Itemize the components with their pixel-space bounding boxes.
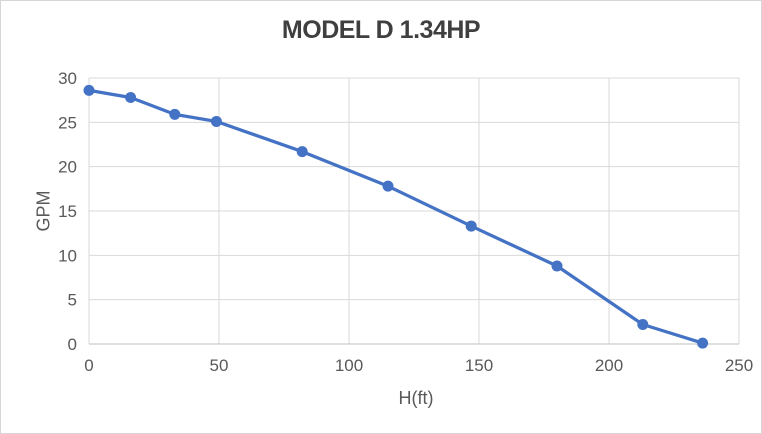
chart-title: MODEL D 1.34HP	[281, 16, 481, 44]
data-point-marker	[697, 337, 709, 349]
y-tick-label: 5	[68, 291, 77, 310]
data-point-marker	[551, 260, 563, 272]
x-tick-label: 50	[210, 356, 229, 375]
data-point-marker	[637, 318, 649, 330]
data-point-marker	[296, 146, 308, 158]
x-tick-label: 150	[465, 356, 493, 375]
x-tick-label: 0	[84, 356, 93, 375]
y-tick-label: 25	[58, 113, 77, 132]
data-point-marker	[169, 108, 181, 120]
x-axis-title: H(ft)	[398, 388, 434, 408]
y-tick-label: 30	[58, 69, 77, 88]
y-tick-label: 15	[58, 202, 77, 221]
x-tick-label: 100	[335, 356, 363, 375]
data-point-marker	[382, 180, 394, 192]
data-point-marker	[125, 92, 137, 104]
data-point-marker	[465, 220, 477, 232]
data-point-marker	[83, 84, 95, 96]
data-point-marker	[210, 115, 222, 127]
y-tick-label: 0	[68, 335, 77, 354]
y-tick-label: 10	[58, 246, 77, 265]
y-axis-title: GPM	[33, 190, 54, 232]
series-line	[87, 88, 705, 345]
x-tick-label: 200	[595, 356, 623, 375]
x-tick-label: 250	[725, 356, 753, 375]
y-tick-label: 20	[58, 158, 77, 177]
